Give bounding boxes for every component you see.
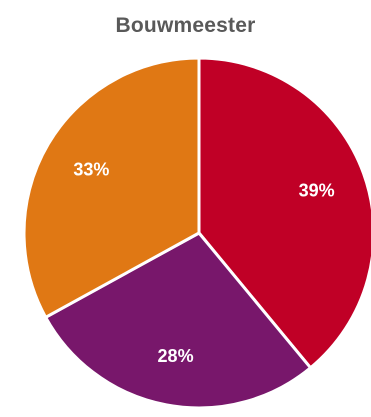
pie-slices [22, 56, 371, 410]
pie-slice-3 [22, 56, 201, 319]
pie-slice-2 [44, 231, 313, 410]
slice-label-2: 28% [158, 346, 194, 366]
chart-title: Bouwmeester [115, 14, 256, 37]
pie-slice-1 [197, 56, 371, 370]
slice-label-1: 39% [299, 181, 335, 201]
slice-label-3: 33% [73, 159, 109, 179]
pie-labels: 39% 28% 33% [73, 159, 334, 365]
